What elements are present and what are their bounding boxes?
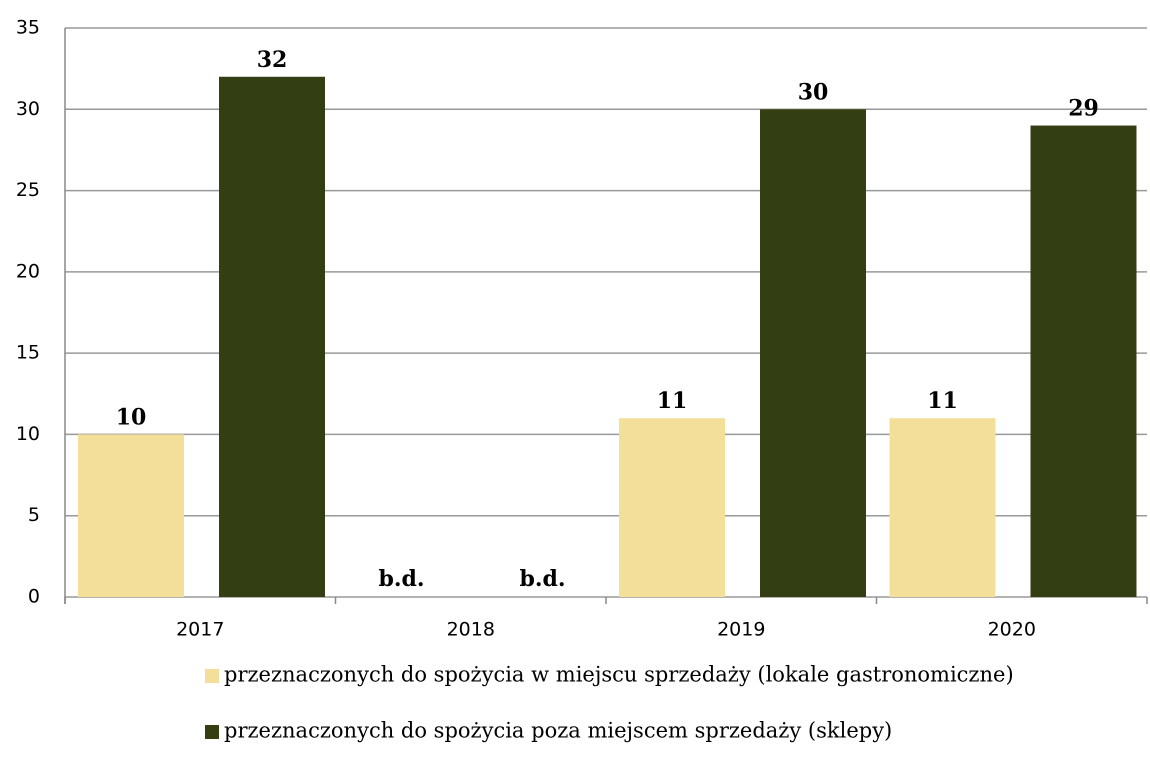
- legend-label: przeznaczonych do spożycia w miejscu spr…: [224, 663, 1014, 687]
- value-label: b.d.: [378, 566, 424, 592]
- bar: [1030, 125, 1137, 598]
- value-label: 11: [657, 388, 688, 414]
- bar: [889, 418, 996, 597]
- legend-label: przeznaczonych do spożycia poza miejscem…: [224, 719, 892, 743]
- value-label: 30: [798, 79, 829, 105]
- x-tick-label: 2018: [447, 619, 495, 641]
- value-label: 11: [927, 388, 958, 414]
- bar: [619, 418, 725, 597]
- x-tick-label: 2017: [176, 619, 224, 641]
- value-label: 29: [1068, 96, 1099, 122]
- value-label: 10: [116, 404, 147, 430]
- legend-swatch: [205, 725, 219, 739]
- y-tick-label: 10: [16, 423, 40, 445]
- bar: [219, 76, 325, 598]
- bar: [760, 109, 866, 598]
- y-tick-label: 25: [16, 179, 40, 201]
- y-tick-label: 0: [28, 586, 40, 608]
- y-tick-label: 15: [16, 342, 40, 364]
- y-tick-label: 5: [28, 504, 40, 526]
- bar: [78, 434, 184, 597]
- legend-swatch: [205, 669, 219, 683]
- x-tick-label: 2020: [988, 619, 1036, 641]
- value-label: 32: [257, 47, 288, 73]
- y-tick-label: 20: [16, 260, 40, 282]
- value-label: b.d.: [519, 566, 565, 592]
- y-tick-label: 35: [16, 17, 40, 39]
- x-tick-label: 2019: [717, 619, 765, 641]
- y-tick-label: 30: [16, 98, 40, 120]
